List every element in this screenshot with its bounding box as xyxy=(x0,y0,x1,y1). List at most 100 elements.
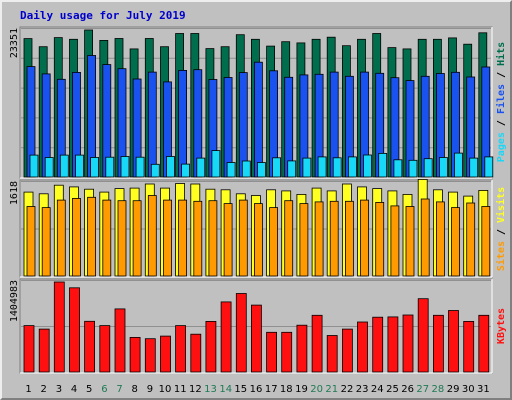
bar-kbytes-day-6 xyxy=(99,325,111,373)
bar-pages-day-29 xyxy=(454,152,463,178)
bar-sites-day-12 xyxy=(193,200,203,277)
bar-sites-day-14 xyxy=(223,203,233,277)
x-label-day-22: 22 xyxy=(341,384,354,395)
bar-sites-day-3 xyxy=(56,199,66,277)
bar-sites-day-21 xyxy=(329,200,339,277)
bar-pages-day-12 xyxy=(196,157,206,178)
bar-pages-day-5 xyxy=(90,157,99,178)
bar-kbytes-day-11 xyxy=(175,325,187,373)
bar-pages-day-6 xyxy=(105,156,115,178)
bar-kbytes-day-18 xyxy=(281,331,293,373)
bar-pages-day-16 xyxy=(256,162,266,178)
bar-kbytes-day-27 xyxy=(417,298,429,373)
max-label-hits-files-pages: 23351 xyxy=(9,28,20,58)
legends: Pages / Files / Hits Sites / Visits KBytes xyxy=(495,42,507,344)
bar-sites-day-15 xyxy=(238,199,248,277)
max-labels: 23351 1618 1404983 xyxy=(9,28,20,322)
bar-sites-day-17 xyxy=(269,207,279,277)
bar-sites-day-29 xyxy=(451,207,460,277)
bar-sites-day-22 xyxy=(344,200,354,277)
bar-pages-day-17 xyxy=(272,157,282,178)
bar-pages-day-19 xyxy=(302,157,312,178)
bar-sites-day-30 xyxy=(466,202,476,277)
bar-sites-day-31 xyxy=(481,206,491,277)
bars xyxy=(23,29,494,373)
bar-sites-day-6 xyxy=(102,199,112,277)
bar-pages-day-11 xyxy=(181,163,191,178)
bar-kbytes-day-31 xyxy=(478,314,490,373)
bar-files-day-16 xyxy=(253,61,263,178)
bar-kbytes-day-22 xyxy=(341,328,353,373)
bar-pages-day-8 xyxy=(135,156,145,178)
legend-kbytes: KBytes xyxy=(496,308,507,344)
bar-sites-day-20 xyxy=(314,201,324,277)
bar-pages-day-18 xyxy=(287,160,297,178)
legend-entry-hits: Hits xyxy=(495,42,507,66)
x-label-day-20: 20 xyxy=(310,384,323,395)
legend-entry-pages: Pages xyxy=(496,132,507,162)
x-label-day-28: 28 xyxy=(432,384,445,395)
legend-entry-kbytes: KBytes xyxy=(496,308,507,344)
bar-kbytes-day-10 xyxy=(160,335,171,373)
bar-pages-day-9 xyxy=(150,163,160,178)
x-label-day-19: 19 xyxy=(295,384,308,395)
bar-pages-day-7 xyxy=(120,156,130,178)
bar-sites-day-2 xyxy=(41,207,51,277)
bar-kbytes-day-25 xyxy=(387,316,399,373)
x-label-day-8: 8 xyxy=(132,384,138,395)
x-label-day-24: 24 xyxy=(371,384,384,395)
legend-hits-files-pages: Pages / Files / Hits xyxy=(495,42,507,162)
bar-kbytes-day-9 xyxy=(144,338,156,373)
x-label-day-10: 10 xyxy=(159,384,172,395)
bar-pages-day-22 xyxy=(347,156,357,178)
bar-pages-day-3 xyxy=(59,154,69,178)
x-label-day-30: 30 xyxy=(462,384,475,395)
bar-sites-day-5 xyxy=(87,196,96,277)
x-label-day-31: 31 xyxy=(477,384,490,395)
bar-sites-day-9 xyxy=(147,195,157,277)
bar-sites-day-4 xyxy=(72,197,81,277)
bar-pages-day-27 xyxy=(423,158,433,178)
bar-pages-day-25 xyxy=(393,159,403,178)
bar-files-day-11 xyxy=(178,70,188,178)
bar-kbytes-day-7 xyxy=(114,308,126,373)
bar-kbytes-day-4 xyxy=(69,287,80,373)
bar-kbytes-day-30 xyxy=(463,320,475,373)
bar-sites-day-18 xyxy=(284,200,294,277)
bar-kbytes-day-26 xyxy=(402,314,414,373)
bar-pages-day-31 xyxy=(484,156,494,178)
bar-sites-day-13 xyxy=(208,200,218,277)
x-label-day-25: 25 xyxy=(386,384,399,395)
x-label-day-11: 11 xyxy=(174,384,187,395)
bar-kbytes-day-28 xyxy=(432,314,444,373)
bar-files-day-14 xyxy=(223,77,233,178)
x-label-day-12: 12 xyxy=(189,384,202,395)
max-label-kbytes: 1404983 xyxy=(9,280,20,322)
bar-pages-day-26 xyxy=(408,159,418,178)
bar-sites-day-25 xyxy=(390,205,400,277)
bar-sites-day-10 xyxy=(163,199,172,277)
max-label-visits-sites: 1618 xyxy=(9,181,20,205)
x-label-day-16: 16 xyxy=(250,384,263,395)
x-label-day-27: 27 xyxy=(416,384,429,395)
bar-kbytes-day-29 xyxy=(448,310,459,373)
legend-visits-sites: Sites / Visits xyxy=(495,187,507,271)
bar-pages-day-28 xyxy=(438,157,448,178)
bar-sites-day-7 xyxy=(117,200,127,277)
bar-sites-day-16 xyxy=(253,203,263,277)
x-label-day-23: 23 xyxy=(356,384,369,395)
bar-kbytes-day-17 xyxy=(266,331,278,373)
bar-pages-day-21 xyxy=(332,157,342,178)
bar-kbytes-day-15 xyxy=(235,293,247,373)
bar-files-day-9 xyxy=(147,71,157,178)
bar-kbytes-day-24 xyxy=(372,316,384,373)
bar-sites-day-24 xyxy=(375,201,385,277)
x-label-day-2: 2 xyxy=(41,384,47,395)
x-label-day-26: 26 xyxy=(401,384,414,395)
bar-pages-day-23 xyxy=(363,154,372,178)
bar-kbytes-day-8 xyxy=(129,336,141,373)
bar-pages-day-15 xyxy=(241,160,251,178)
legend-entry-sites: Sites xyxy=(495,241,507,271)
x-label-day-4: 4 xyxy=(71,384,77,395)
